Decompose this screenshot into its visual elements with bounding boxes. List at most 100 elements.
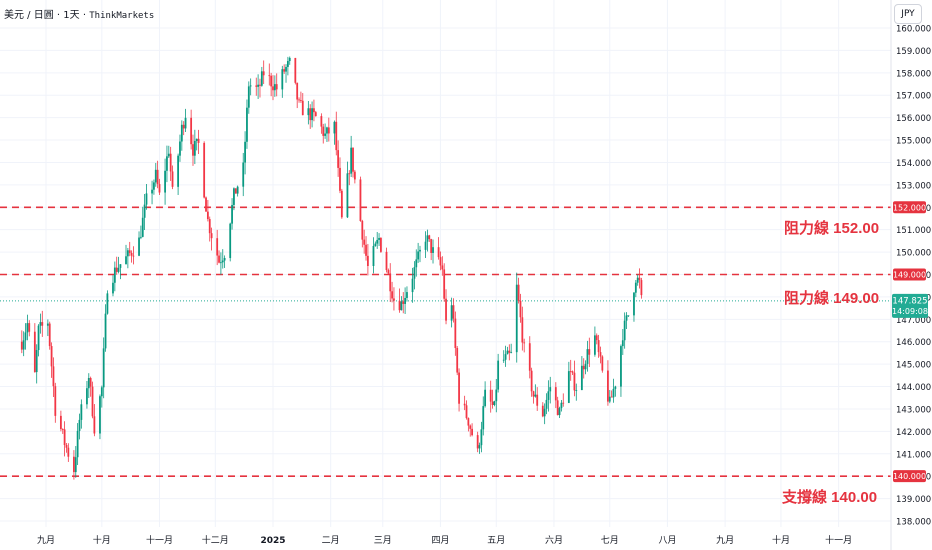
candle-down — [208, 219, 211, 234]
candle-down — [335, 121, 338, 151]
candle-down — [599, 352, 602, 357]
candle-up — [35, 350, 38, 373]
price-tick-label: 154.000 — [896, 159, 931, 169]
candle-up — [326, 127, 328, 134]
candle-up — [614, 386, 617, 389]
candle-up — [567, 371, 570, 403]
candle-down — [530, 370, 533, 392]
price-tick-label: 146.000 — [896, 338, 931, 348]
candle-down — [203, 142, 206, 198]
candle-down — [216, 238, 219, 256]
candle-down — [508, 350, 511, 353]
candle-down — [476, 435, 479, 449]
candle-up — [417, 251, 420, 260]
candle-down — [454, 318, 457, 348]
candle-up — [236, 186, 239, 194]
header-separator: · — [56, 10, 61, 21]
symbol-pair[interactable]: 美元 / 日圓 — [4, 10, 54, 21]
candle-up — [100, 387, 103, 397]
candle-up — [580, 365, 583, 391]
candle-up — [153, 182, 155, 190]
candle-down — [556, 400, 559, 416]
candle-up — [625, 315, 628, 321]
candle-down — [452, 305, 455, 319]
candle-down — [398, 300, 401, 311]
time-tick-label: 九月 — [37, 535, 55, 546]
candle-up — [281, 69, 284, 90]
candle-up — [99, 396, 101, 434]
time-tick-label: 二月 — [322, 535, 340, 546]
candle-down — [640, 280, 643, 296]
candle-up — [166, 156, 168, 171]
candle-down — [588, 349, 591, 355]
candle-down — [301, 100, 304, 116]
candle-down — [314, 112, 317, 117]
candle-down — [471, 428, 473, 436]
price-tick-label: 157.000 — [896, 92, 931, 102]
candle-up — [138, 237, 140, 256]
interval-label[interactable]: 1天 — [63, 10, 80, 21]
candle-down — [234, 188, 237, 194]
candle-up — [307, 108, 310, 116]
candle-up — [324, 133, 326, 136]
candle-up — [424, 241, 427, 250]
candle-down — [491, 401, 494, 406]
candle-up — [623, 320, 626, 341]
candle-up — [415, 259, 418, 268]
price-tick-label: 156.000 — [896, 114, 931, 124]
candle-down — [33, 331, 36, 373]
candle-down — [489, 389, 492, 402]
candle-up — [145, 193, 148, 205]
candle-up — [113, 267, 116, 283]
candle-up — [478, 445, 481, 449]
candle-down — [65, 445, 68, 448]
candle-up — [350, 147, 353, 174]
currency-button[interactable]: JPY — [894, 4, 922, 24]
candle-up — [141, 217, 144, 237]
candle-down — [445, 298, 447, 321]
candle-down — [171, 171, 174, 187]
candle-up — [374, 243, 377, 246]
candle-up — [504, 354, 507, 360]
support-140-label: 支撐線 140.00 — [782, 489, 878, 506]
candle-down — [268, 75, 271, 77]
candle-down — [327, 127, 330, 134]
candle-up — [627, 315, 630, 317]
candle-down — [298, 99, 300, 101]
candle-up — [112, 282, 114, 294]
candle-down — [456, 347, 459, 373]
candle-down — [283, 69, 286, 72]
level-tag-bg — [893, 201, 926, 214]
candle-down — [607, 370, 609, 402]
candle-up — [223, 258, 226, 261]
candle-down — [532, 391, 535, 397]
candle-up — [154, 169, 157, 183]
price-tick-label: 141.000 — [896, 450, 931, 460]
candle-down — [300, 100, 302, 101]
candle-up — [547, 391, 550, 400]
candle-up — [195, 138, 198, 141]
candle-down — [573, 372, 576, 391]
candle-up — [612, 388, 615, 398]
candle-down — [63, 429, 66, 446]
candle-up — [593, 335, 596, 355]
candle-down — [601, 356, 604, 371]
candle-up — [143, 204, 146, 218]
candle-up — [246, 107, 248, 142]
candle-up — [333, 121, 336, 134]
candle-down — [272, 86, 274, 91]
last-price-value: 147.825 — [892, 296, 927, 306]
candle-down — [275, 84, 278, 90]
candle-up — [575, 390, 578, 391]
candle-up — [484, 389, 487, 407]
candle-down — [428, 235, 431, 240]
candle-up — [119, 264, 122, 268]
candle-down — [465, 405, 468, 419]
candle-up — [346, 173, 349, 218]
candle-down — [340, 190, 343, 218]
candle-down — [569, 371, 572, 372]
time-tick-label: 四月 — [431, 535, 449, 546]
candle-up — [242, 162, 245, 187]
candle-down — [259, 84, 261, 86]
